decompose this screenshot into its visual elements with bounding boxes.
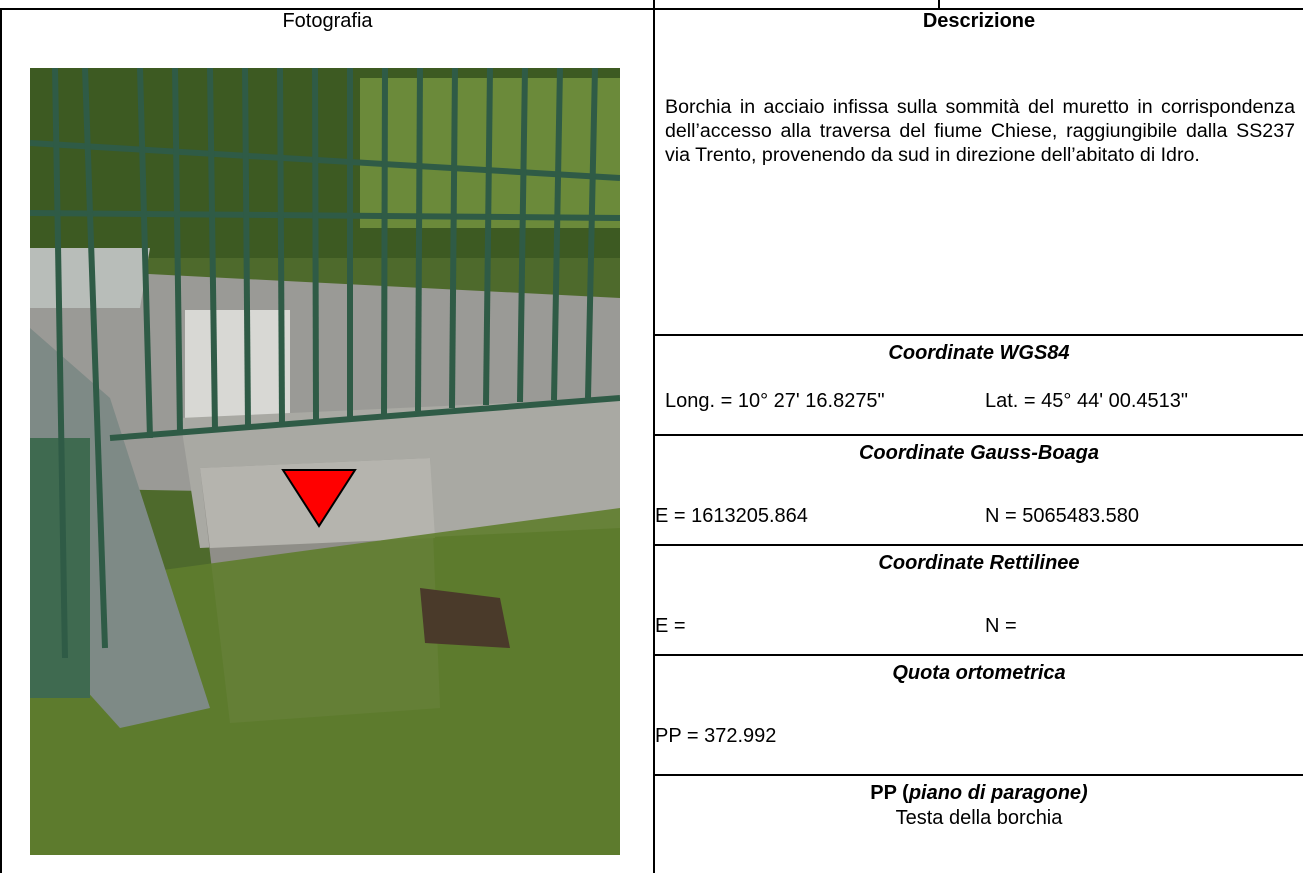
rule xyxy=(0,8,2,873)
value: N = 5065483.580 xyxy=(985,505,1140,527)
header: Descrizione xyxy=(922,10,1036,32)
rule xyxy=(655,544,1303,546)
reference-title-part: piano di paragone) xyxy=(908,782,1088,804)
rule xyxy=(655,654,1303,656)
header: Fotografia xyxy=(282,10,373,32)
section-title: Coordinate Gauss-Boaga xyxy=(858,442,1100,464)
rule xyxy=(655,774,1303,776)
value: PP = 372.992 xyxy=(655,725,777,747)
photo xyxy=(30,68,620,855)
rule xyxy=(938,0,940,9)
description: Borchia in acciaio infissa sulla sommità… xyxy=(665,96,1295,166)
value: Long. = 10° 27' 16.8275" xyxy=(665,390,885,412)
rule xyxy=(655,334,1303,336)
reference-title: PP (piano di paragone) xyxy=(655,782,1303,805)
value: N = xyxy=(985,615,1017,637)
section-title: Coordinate WGS84 xyxy=(888,342,1070,364)
reference-text: Testa della borchia xyxy=(895,807,1063,829)
section-title: Coordinate Rettilinee xyxy=(878,552,1080,574)
value: Lat. = 45° 44' 00.4513" xyxy=(985,390,1188,412)
value: E = 1613205.864 xyxy=(655,505,808,527)
rule xyxy=(0,8,1303,10)
section-title: Quota ortometrica xyxy=(892,662,1066,684)
reference-title-part: PP ( xyxy=(870,782,909,804)
rule xyxy=(653,0,655,873)
rule xyxy=(655,434,1303,436)
value: E = xyxy=(655,615,686,637)
